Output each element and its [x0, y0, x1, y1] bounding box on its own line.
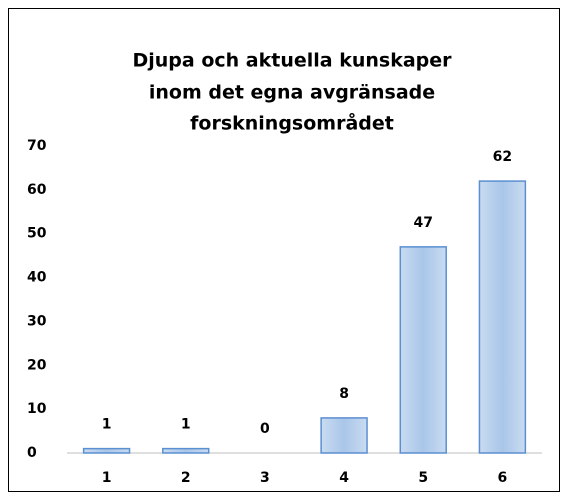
- data-label: 1: [102, 417, 112, 433]
- chart-title: inom det egna avgränsade: [149, 82, 435, 104]
- chart-title: forskningsområdet: [190, 111, 394, 135]
- bar: [478, 180, 527, 454]
- x-tick-label: 5: [418, 470, 428, 486]
- x-tick-label: 1: [102, 470, 112, 486]
- y-tick-label: 40: [27, 270, 47, 286]
- chart-frame: [8, 8, 560, 492]
- data-label: 1: [181, 417, 191, 433]
- data-label: 0: [260, 421, 270, 437]
- data-label: 8: [339, 386, 349, 402]
- y-tick-label: 10: [27, 401, 47, 417]
- x-tick-label: 6: [498, 470, 508, 486]
- bar: [399, 246, 447, 454]
- x-tick-label: 4: [339, 470, 349, 486]
- bar: [162, 447, 210, 454]
- y-tick-label: 60: [27, 182, 47, 198]
- y-tick-label: 20: [27, 357, 47, 373]
- y-tick-label: 70: [27, 138, 47, 154]
- y-tick-label: 0: [27, 445, 37, 461]
- data-label: 62: [493, 149, 512, 165]
- y-tick-label: 50: [27, 226, 47, 242]
- data-label: 47: [414, 215, 433, 231]
- y-tick-label: 30: [27, 313, 47, 329]
- x-tick-label: 3: [260, 470, 270, 486]
- chart-title: Djupa och aktuella kunskaper: [132, 50, 452, 72]
- bar: [82, 447, 131, 454]
- x-tick-label: 2: [181, 470, 191, 486]
- bar: [320, 417, 368, 454]
